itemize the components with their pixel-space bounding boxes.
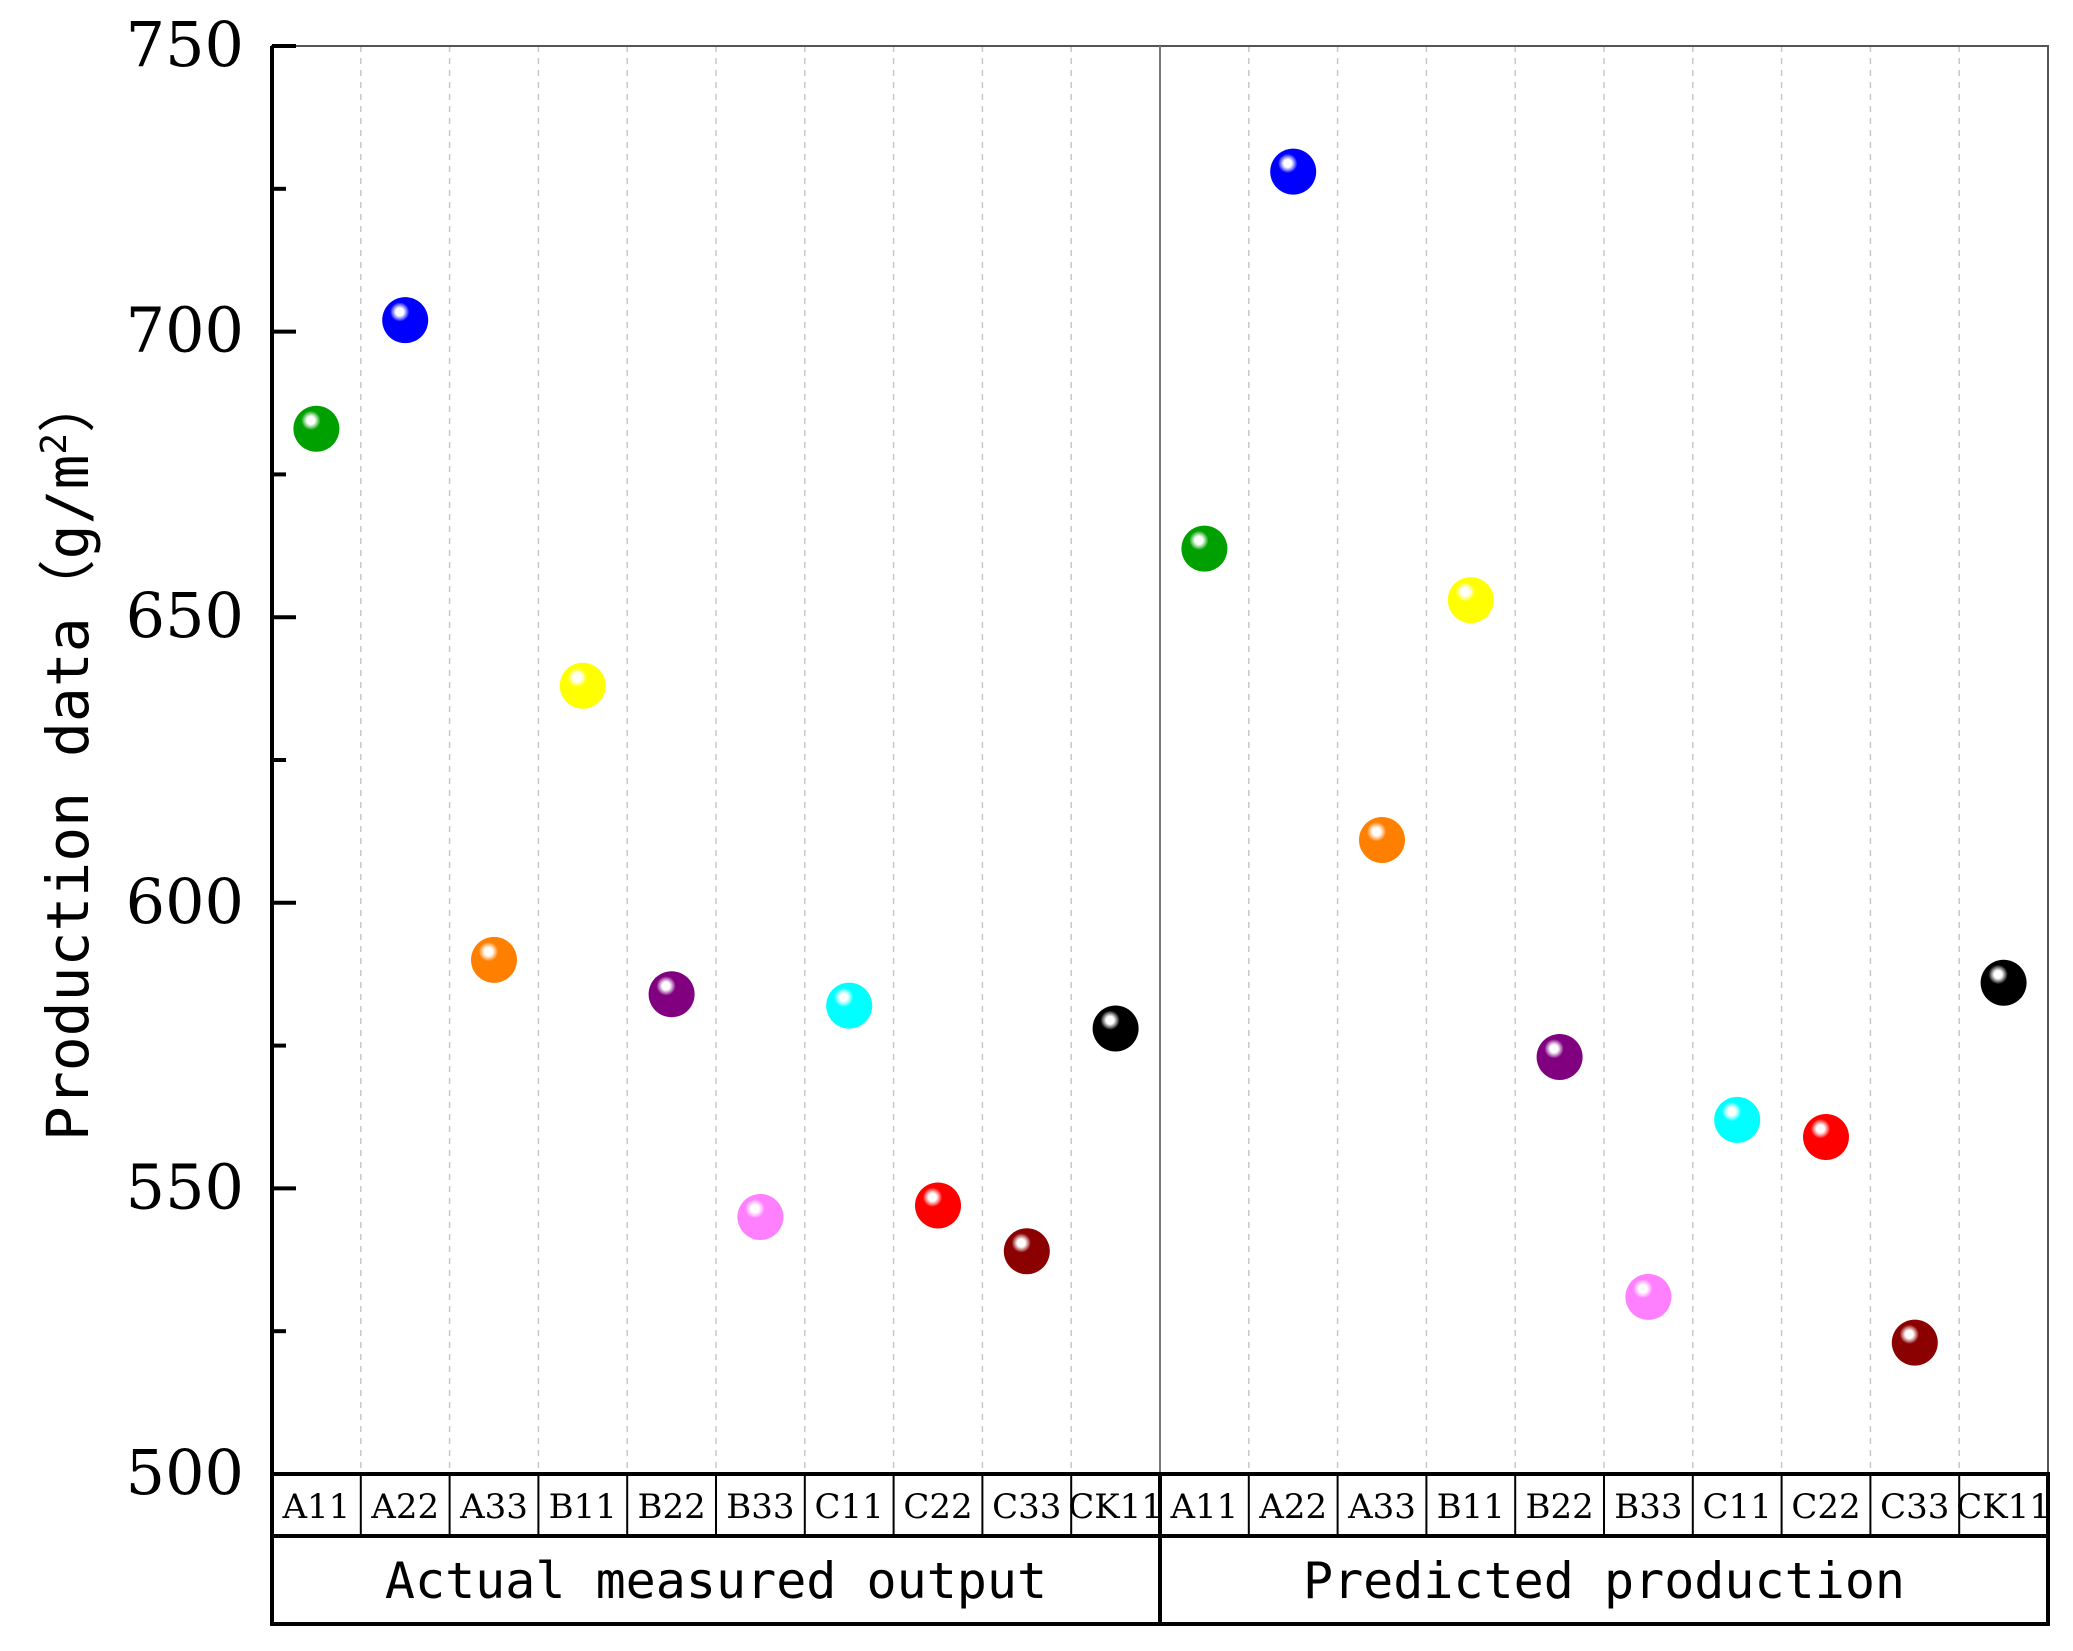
data-point (648, 971, 695, 1018)
category-label: A22 (1258, 1487, 1327, 1527)
data-point (1181, 525, 1228, 572)
data-point (915, 1182, 961, 1229)
data-point (1536, 1034, 1583, 1081)
group-label: Actual measured output (385, 1552, 1047, 1610)
category-label: CK11 (1068, 1487, 1163, 1527)
category-label: B11 (549, 1487, 617, 1527)
y-axis: 500 550 600 650 700 750 (126, 8, 296, 1509)
category-label: B22 (1525, 1487, 1593, 1527)
category-label: B11 (1437, 1487, 1505, 1527)
category-label: A33 (1347, 1487, 1416, 1527)
y-tick-label: 550 (126, 1150, 244, 1223)
y-tick-label: 700 (126, 294, 244, 367)
data-point (1359, 816, 1405, 863)
data-point (737, 1193, 784, 1240)
data-point (1803, 1113, 1849, 1160)
data-points (293, 148, 2027, 1366)
category-label: CK11 (1956, 1487, 2051, 1527)
data-point (1003, 1228, 1050, 1275)
data-point (1714, 1096, 1761, 1143)
data-point (559, 662, 606, 709)
category-label: C33 (1880, 1487, 1949, 1527)
data-point (382, 297, 429, 344)
category-label: A11 (1169, 1487, 1238, 1527)
group-label: Predicted production (1303, 1552, 1905, 1610)
y-tick-label: 500 (126, 1436, 244, 1509)
y-tick-label: 750 (126, 8, 244, 81)
category-label: B33 (1614, 1487, 1682, 1527)
category-label: C11 (1703, 1487, 1772, 1527)
data-point (1447, 577, 1494, 624)
category-label: A22 (370, 1487, 439, 1527)
data-point (1625, 1273, 1672, 1320)
category-label: C33 (992, 1487, 1061, 1527)
grid-lines (360, 46, 1960, 1474)
data-point (471, 936, 517, 983)
y-tick-label: 600 (126, 865, 244, 938)
y-tick-label: 650 (126, 579, 244, 652)
category-label: B22 (637, 1487, 705, 1527)
data-point (1092, 1005, 1139, 1052)
category-label: A33 (459, 1487, 528, 1527)
data-point (826, 982, 873, 1029)
category-label: C22 (1791, 1487, 1860, 1527)
y-axis-title: Production data（g/m2） (34, 375, 102, 1141)
category-label: C22 (903, 1487, 972, 1527)
data-point (293, 405, 340, 452)
category-label: B33 (726, 1487, 794, 1527)
category-label: A11 (281, 1487, 350, 1527)
category-label: C11 (815, 1487, 884, 1527)
data-point (1270, 148, 1317, 195)
data-point (1891, 1319, 1938, 1366)
data-point (1980, 959, 2027, 1006)
